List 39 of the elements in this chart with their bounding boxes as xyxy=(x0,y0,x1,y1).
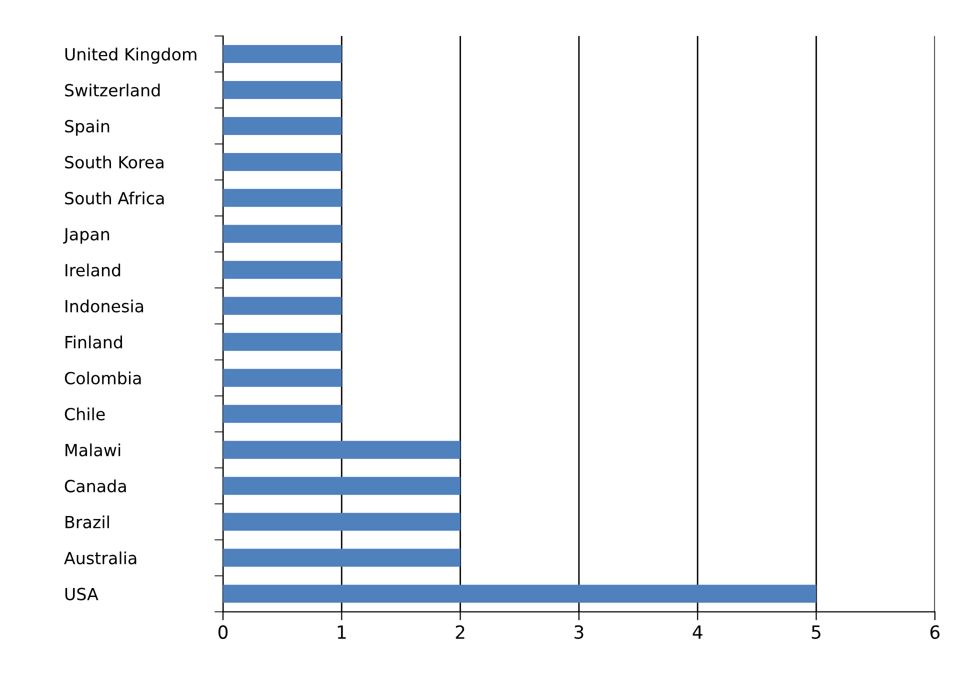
bar xyxy=(223,332,342,351)
x-tick-label: 5 xyxy=(812,626,820,639)
x-tick-label: 1 xyxy=(338,626,346,639)
y-tick-label: Ireland xyxy=(66,264,120,276)
bar xyxy=(223,80,342,99)
y-tick-label: Colombia xyxy=(64,372,141,384)
x-tick-label: 2 xyxy=(456,625,464,639)
y-tick-label: Finland xyxy=(66,336,122,348)
bar xyxy=(223,368,342,387)
y-tick-label: Canada xyxy=(64,479,126,492)
y-tick-label: Indonesia xyxy=(66,300,144,312)
y-tick-label: Malawi xyxy=(66,444,120,456)
bar xyxy=(223,476,460,495)
y-tick-label: Brazil xyxy=(66,515,109,528)
bar xyxy=(223,296,342,315)
bar xyxy=(223,404,342,423)
bar xyxy=(223,512,460,531)
x-tick-label: 4 xyxy=(692,626,702,639)
bar xyxy=(223,260,342,279)
bar xyxy=(223,188,342,207)
y-tick-label: Chile xyxy=(64,408,105,420)
bar xyxy=(223,116,342,135)
bar xyxy=(223,440,460,459)
y-tick-label: USA xyxy=(65,588,98,600)
bar xyxy=(223,548,460,567)
bar xyxy=(223,584,816,603)
y-tick-label: South Korea xyxy=(65,156,164,169)
y-tick-label: Switzerland xyxy=(65,84,160,97)
y-tick-label: Japan xyxy=(63,228,110,244)
bar xyxy=(223,224,342,243)
y-tick-label: Spain xyxy=(65,120,110,136)
x-tick-label: 0 xyxy=(218,625,228,639)
bar xyxy=(223,152,342,171)
y-tick-label: United Kingdom xyxy=(65,48,196,64)
x-tick-label: 6 xyxy=(930,625,940,639)
bar xyxy=(223,44,342,63)
y-tick-label: South Africa xyxy=(65,192,164,204)
y-tick-label: Australia xyxy=(64,551,136,564)
x-tick-label: 3 xyxy=(574,625,584,639)
